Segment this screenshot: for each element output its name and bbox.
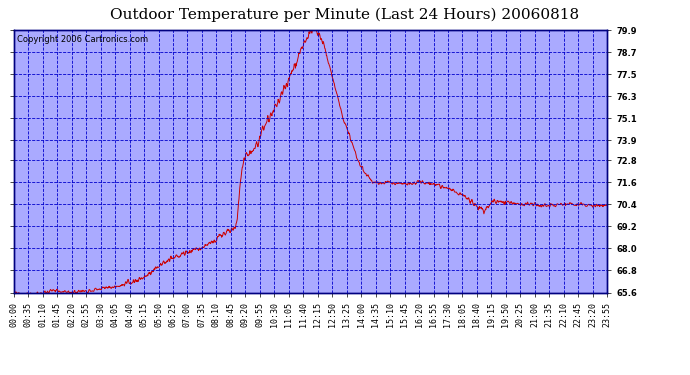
Text: Copyright 2006 Cartronics.com: Copyright 2006 Cartronics.com <box>17 35 148 44</box>
Text: Outdoor Temperature per Minute (Last 24 Hours) 20060818: Outdoor Temperature per Minute (Last 24 … <box>110 8 580 22</box>
